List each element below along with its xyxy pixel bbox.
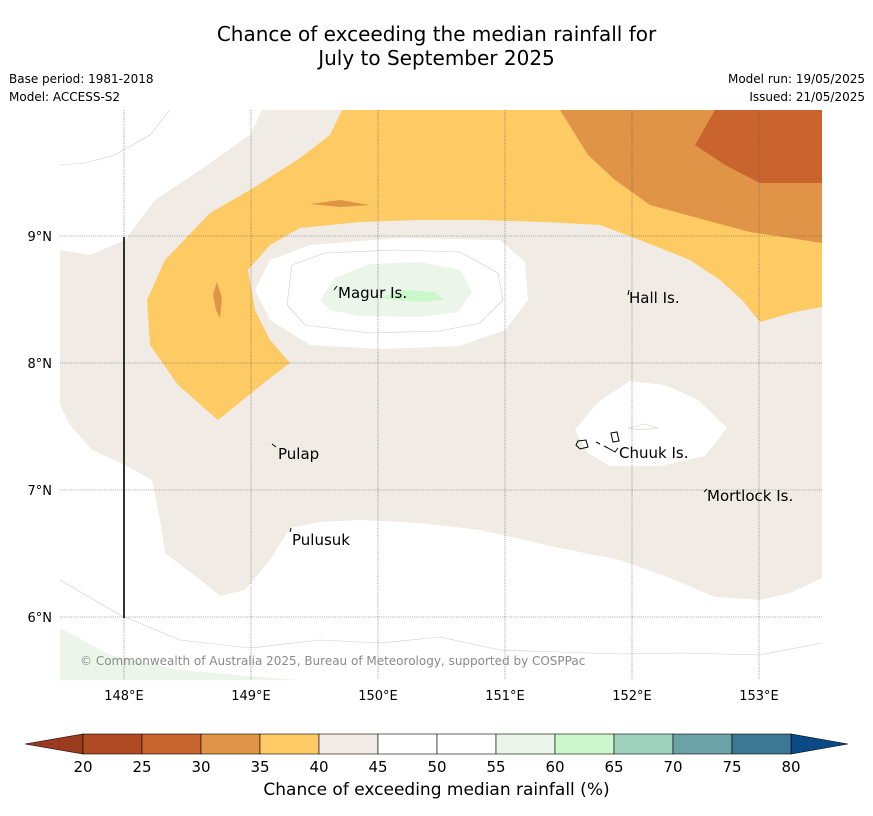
hall-island-shape [627,289,630,296]
copyright-text: © Commonwealth of Australia 2025, Bureau… [80,654,585,668]
chuuk-reef-shape [575,439,589,450]
pulusuk-island-shape [289,527,292,533]
island-shapes [271,285,708,533]
base-period-label: Base period: 1981-2018 [9,72,154,86]
contour-55-60-magur [320,262,472,317]
model-label: Model: ACCESS-S2 [9,90,121,104]
place-labels: Magur Is. Hall Is. Pulap Chuuk Is. Mortl… [278,284,793,549]
meta-left: Base period: 1981-2018 Model: ACCESS-S2 [9,70,154,106]
lon-tick-label: 148°E [104,689,144,704]
place-label-magur: Magur Is. [338,284,407,302]
lat-tick-label: 7°N [28,484,53,499]
colorbar-tick-label: 25 [132,758,151,776]
patch-30-35-west [213,282,222,318]
colorbar-swatch [318,733,379,755]
pulap-island-shape [271,443,277,448]
colorbar-over-arrow [790,733,849,755]
lat-tick-label: 6°N [28,611,53,626]
colorbar-swatch [731,733,792,755]
title-line-2: July to September 2025 [318,46,555,70]
colorbar-tick-label: 80 [781,758,800,776]
colorbar-tick-label: 30 [191,758,210,776]
title-line-1: Chance of exceeding the median rainfall … [216,22,657,46]
colorbar-tick-label: 75 [722,758,741,776]
colorbar-swatch [377,733,438,755]
colorbar: 20 25 30 35 40 45 50 55 60 65 70 75 80 [24,733,849,776]
chuuk-islet-3 [610,431,620,443]
colorbar-tick-label: 20 [73,758,92,776]
model-run-label: Model run: 19/05/2025 [727,72,865,86]
lon-tick-label: 152°E [612,689,652,704]
colorbar-swatch [436,733,497,755]
graticule [60,110,822,680]
colorbar-swatch [200,733,261,755]
chuuk-islet-2 [603,445,609,449]
contour-45-50-chuuk [575,381,727,466]
magur-island-shape [333,285,338,291]
colorbar-tick-label: 55 [486,758,505,776]
colorbar-swatch [495,733,556,755]
meta-right: Model run: 19/05/2025 Issued: 21/05/2025 [728,70,865,106]
place-label-pulap: Pulap [278,445,319,463]
lon-tick-label: 153°E [739,689,779,704]
colorbar-swatch [141,733,202,755]
place-label-pulusuk: Pulusuk [292,531,350,549]
colorbar-tick-label: 40 [309,758,328,776]
lon-tick-label: 149°E [231,689,271,704]
lon-tick-label: 151°E [485,689,525,704]
colorbar-tick-label: 60 [545,758,564,776]
colorbar-tick-label: 70 [663,758,682,776]
colorbar-under-arrow [24,733,84,755]
lon-tick-labels: 148°E 149°E 150°E 151°E 152°E 153°E [104,689,779,704]
chuuk-islet-4 [607,447,619,453]
colorbar-swatch [613,733,674,755]
colorbar-swatch [672,733,733,755]
issued-label: Issued: 21/05/2025 [749,90,865,104]
colorbar-tick-label: 45 [368,758,387,776]
colorbar-tick-label: 50 [427,758,446,776]
colorbar-swatch [554,733,615,755]
place-label-mortlock: Mortlock Is. [707,487,793,505]
colorbar-tick-label: 35 [250,758,269,776]
lat-tick-labels: 9°N 8°N 7°N 6°N [28,230,53,626]
patch-30-35-north [310,200,370,207]
lon-tick-label: 150°E [358,689,398,704]
colorbar-tick-label: 65 [604,758,623,776]
chuuk-islet-1 [595,441,601,445]
map-title: Chance of exceeding the median rainfall … [0,22,873,70]
contour-lines [60,110,822,656]
place-label-hall: Hall Is. [629,289,680,307]
place-label-chuuk: Chuuk Is. [619,444,688,462]
colorbar-title: Chance of exceeding median rainfall (%) [263,780,610,800]
map-plot-area [60,110,822,680]
colorbar-swatch [82,733,143,755]
lat-tick-label: 8°N [28,357,53,372]
mortlock-island-shape [703,488,708,493]
contour-25-30 [695,110,822,183]
contour-60-65-magur [380,290,444,302]
contour-55-60-south [60,628,298,680]
colorbar-swatch [259,733,320,755]
lat-tick-label: 9°N [28,230,53,245]
